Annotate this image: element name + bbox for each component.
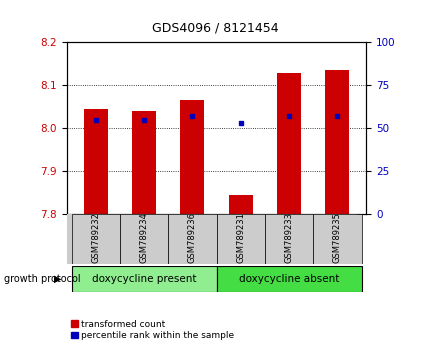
Text: GSM789234: GSM789234 bbox=[139, 212, 148, 263]
Text: GSM789231: GSM789231 bbox=[236, 212, 245, 263]
Text: growth protocol: growth protocol bbox=[4, 274, 81, 284]
Bar bbox=[276, 73, 301, 214]
Bar bbox=[264, 214, 313, 264]
Bar bbox=[216, 214, 264, 264]
Legend: transformed count, percentile rank within the sample: transformed count, percentile rank withi… bbox=[71, 320, 234, 340]
Bar bbox=[313, 214, 361, 264]
Bar bbox=[325, 70, 349, 214]
Text: GDS4096 / 8121454: GDS4096 / 8121454 bbox=[152, 21, 278, 34]
Bar bbox=[228, 195, 252, 214]
Text: doxycycline absent: doxycycline absent bbox=[238, 274, 338, 284]
Bar bbox=[71, 214, 120, 264]
Text: GSM789233: GSM789233 bbox=[284, 212, 293, 263]
Text: doxycycline present: doxycycline present bbox=[92, 274, 196, 284]
Text: GSM789232: GSM789232 bbox=[91, 212, 100, 263]
Text: GSM789235: GSM789235 bbox=[332, 212, 341, 263]
Bar bbox=[132, 111, 156, 214]
Bar bbox=[180, 101, 204, 214]
Text: ▶: ▶ bbox=[54, 274, 62, 284]
Bar bbox=[120, 214, 168, 264]
Bar bbox=[216, 266, 361, 292]
Bar bbox=[71, 266, 216, 292]
Bar bbox=[168, 214, 216, 264]
Text: GSM789236: GSM789236 bbox=[187, 212, 197, 263]
Bar bbox=[83, 109, 108, 214]
